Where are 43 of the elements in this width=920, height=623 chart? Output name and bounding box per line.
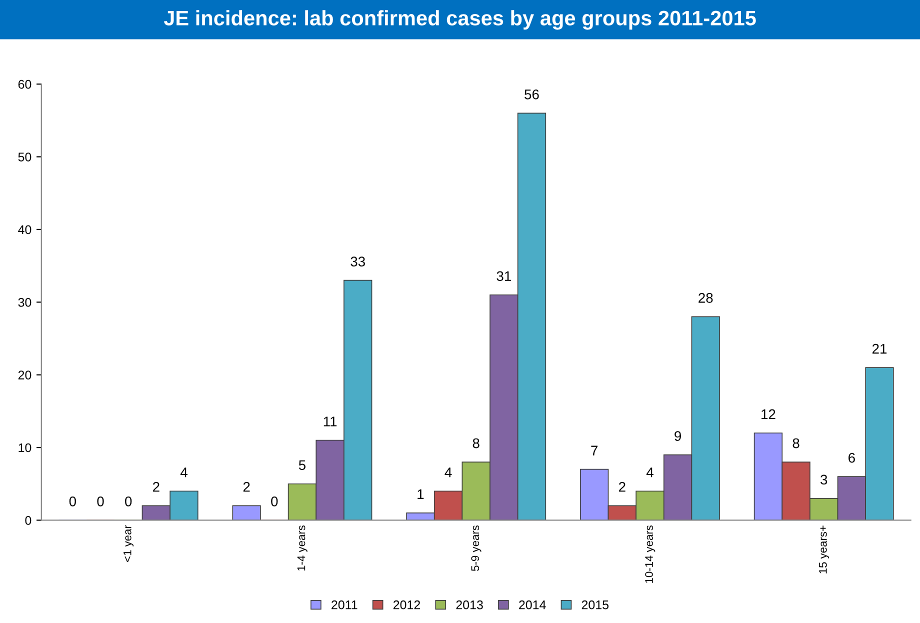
y-tick-label: 20 [18, 370, 32, 380]
data-label: 8 [472, 438, 480, 448]
data-label: 8 [792, 438, 800, 448]
data-label: 9 [674, 431, 682, 441]
y-tick-label: 60 [18, 80, 32, 89]
data-label: 0 [97, 496, 104, 506]
y-tick-label: 30 [18, 298, 32, 307]
data-label: 28 [698, 293, 713, 303]
data-label: 1 [418, 489, 424, 499]
data-label: 12 [762, 409, 776, 419]
data-label: 4 [444, 468, 452, 478]
data-label: 4 [180, 468, 188, 478]
data-label: 33 [350, 256, 365, 266]
data-label: 2 [243, 482, 250, 492]
y-tick-label: 0 [25, 516, 32, 525]
data-label: 4 [646, 468, 654, 478]
y-tick-label: 40 [18, 225, 32, 234]
data-label: 56 [524, 89, 539, 100]
x-tick-label: 5-9 years [471, 525, 482, 571]
data-label: 0 [69, 496, 76, 506]
data-label: 21 [872, 344, 887, 354]
legend-label: 2013 [456, 600, 483, 610]
chart-title: JE incidence: lab confirmed cases by age groups 2011-2015 [164, 10, 756, 30]
data-label: 3 [820, 474, 828, 485]
x-tick-label: 10-14 years [645, 525, 656, 583]
y-tick-label: 50 [18, 152, 32, 162]
x-tick-label: 1-4 years [297, 525, 308, 571]
data-label: 2 [618, 482, 626, 492]
data-label: 6 [848, 452, 855, 463]
legend-label: 2014 [519, 600, 546, 610]
data-label: 11 [324, 416, 337, 426]
legend-label: 2012 [393, 600, 420, 610]
x-tick-label: 15 years+ [819, 526, 830, 574]
legend-label: 2011 [332, 600, 358, 610]
data-label: 0 [271, 496, 278, 506]
legend-label: 2015 [582, 600, 609, 610]
y-tick-label: 10 [18, 443, 32, 452]
data-label: 31 [496, 271, 511, 282]
data-label: 0 [125, 496, 132, 506]
data-label: 2 [153, 482, 160, 492]
data-label: 7 [591, 446, 598, 456]
x-tick-label: <1 year [124, 525, 134, 562]
data-label: 5 [298, 460, 306, 470]
